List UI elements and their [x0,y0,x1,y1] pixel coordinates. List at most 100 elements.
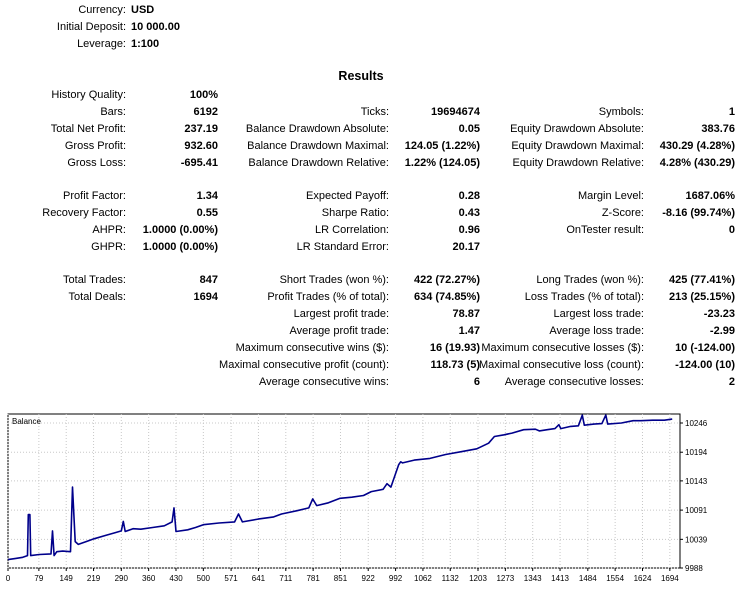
currency-value: USD [131,4,155,16]
col3-stat-label: Loss Trades (% of total): [524,291,644,303]
col3-stat-label: Equity Drawdown Maximal: [511,140,644,152]
leverage-value: 1:100 [131,38,160,50]
x-tick-label: 922 [362,574,376,583]
col2-stat-label: Ticks: [360,106,389,118]
col2-stat-label: Profit Trades (% of total): [267,291,389,303]
x-tick-label: 219 [87,574,101,583]
col2-stat-value: 0.43 [458,207,480,219]
col1-stat-label: Total Trades: [63,274,126,286]
col1-stat-value: 6192 [193,106,218,118]
x-tick-label: 1624 [634,574,652,583]
col2-stat-value: 422 (72.27%) [413,274,480,286]
col3-stat-label: Symbols: [598,106,644,118]
col1-stat-value: 1694 [193,291,218,303]
col2-stat-value: 78.87 [452,308,480,320]
col3-stat-value: 425 (77.41%) [668,274,735,286]
x-tick-label: 430 [169,574,183,583]
initial-deposit-label: Initial Deposit: [56,21,126,33]
y-tick-label: 10091 [685,506,708,515]
col3-stat-label: Average consecutive losses: [504,376,644,388]
x-tick-label: 79 [34,574,43,583]
col2-stat-value: 0.96 [458,224,480,236]
col3-stat-label: Long Trades (won %): [536,274,644,286]
currency-label: Currency: [78,4,126,16]
col3-stat-label: Equity Drawdown Absolute: [510,123,644,135]
col3-stat-label: OnTester result: [566,224,644,236]
history-quality-value: 100% [189,89,218,101]
col2-stat-label: Balance Drawdown Absolute: [245,123,389,135]
history-quality-label: History Quality: [51,89,126,101]
x-tick-label: 500 [197,574,211,583]
col2-stat-label: Average consecutive wins: [258,376,389,388]
y-tick-label: 10039 [685,535,708,544]
col3-stat-value: 430.29 (4.28%) [659,140,735,152]
col2-stat-label: LR Correlation: [315,224,389,236]
x-tick-label: 992 [389,574,403,583]
col3-stat-value: 213 (25.15%) [668,291,735,303]
col2-stat-value: 1.47 [458,325,480,337]
col2-stat-label: Balance Drawdown Maximal: [247,140,389,152]
initial-deposit-value: 10 000.00 [131,21,180,33]
col3-stat-value: -124.00 (10) [675,359,735,371]
col2-stat-label: Average profit trade: [289,325,389,337]
col3-stat-label: Largest loss trade: [553,308,645,320]
col1-stat-label: GHPR: [91,241,126,253]
x-tick-label: 0 [6,574,11,583]
col3-stat-label: Maximal consecutive loss (count): [478,359,644,371]
col2-stat-value: 19694674 [431,106,480,118]
col3-stat-value: 1 [728,106,735,118]
col2-stat-label: Sharpe Ratio: [321,207,389,219]
col3-stat-value: -2.99 [709,325,735,337]
col2-stat-label: Short Trades (won %): [279,274,389,286]
col2-stat-label: Maximal consecutive profit (count): [219,359,389,371]
col2-stat-value: 118.73 (5) [430,359,480,371]
col2-stat-value: 634 (74.85%) [413,291,480,303]
col2-stat-value: 6 [473,376,480,388]
col1-stat-label: Gross Loss: [67,157,126,169]
col2-stat-value: 16 (19.93) [429,342,480,354]
col2-stat-label: Maximum consecutive wins ($): [235,342,389,354]
col1-stat-label: AHPR: [92,224,126,236]
x-tick-label: 1343 [524,574,542,583]
col1-stat-label: Profit Factor: [63,190,126,202]
col1-stat-value: 932.60 [184,140,218,152]
col2-stat-value: 0.05 [458,123,480,135]
col3-stat-value: 383.76 [701,123,735,135]
col3-stat-value: -23.23 [703,308,735,320]
x-tick-label: 360 [142,574,156,583]
col3-stat-label: Equity Drawdown Relative: [512,157,644,169]
col2-stat-value: 20.17 [452,241,480,253]
col3-stat-value: 2 [728,376,735,388]
col2-stat-label: LR Standard Error: [296,241,389,253]
col1-stat-value: 1.34 [196,190,218,202]
x-tick-label: 1203 [469,574,487,583]
x-tick-label: 1413 [551,574,569,583]
balance-chart: 0 79 149 219 290 360 430 500 571 641 711 781 851 922 9… [6,413,708,583]
col3-stat-value: 4.28% (430.29) [659,157,735,169]
x-tick-label: 711 [279,574,292,583]
y-tick-label: 10143 [685,477,708,486]
leverage-label: Leverage: [77,38,126,50]
x-tick-label: 781 [306,574,320,583]
col1-stat-label: Bars: [100,106,126,118]
x-tick-label: 851 [334,574,348,583]
x-tick-label: 1132 [442,574,460,583]
col1-stat-value: 237.19 [184,123,218,135]
col3-stat-label: Margin Level: [577,190,644,202]
col2-stat-label: Expected Payoff: [306,190,389,202]
col3-stat-value: 0 [728,224,735,236]
col1-stat-label: Gross Profit: [64,140,126,152]
x-tick-label: 1554 [606,574,624,583]
x-tick-label: 149 [60,574,74,583]
col1-stat-value: -695.41 [180,157,218,169]
x-tick-label: 290 [115,574,129,583]
y-tick-label: 10194 [685,448,708,457]
col3-stat-value: 10 (-124.00) [675,342,735,354]
col1-stat-value: 1.0000 (0.00%) [142,224,218,236]
col2-stat-value: 124.05 (1.22%) [404,140,480,152]
col1-stat-value: 847 [199,274,218,286]
x-tick-label: 1062 [414,574,432,583]
plot-frame [7,413,681,569]
col3-stat-label: Z-Score: [601,207,644,219]
results-title: Results [338,69,384,83]
